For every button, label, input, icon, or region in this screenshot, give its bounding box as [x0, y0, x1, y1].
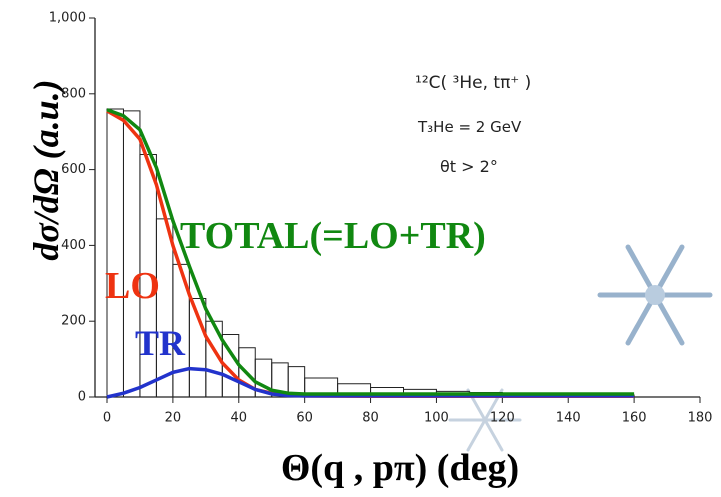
series-label: TR	[135, 323, 186, 363]
x-tick-label: 180	[688, 411, 713, 426]
x-tick-label: 160	[622, 411, 647, 426]
y-tick-label: 400	[61, 238, 86, 253]
x-tick-label: 60	[296, 411, 313, 426]
histogram-bar	[106, 108, 124, 397]
annotation: θt > 2°	[440, 157, 498, 176]
series-label: LO	[105, 265, 160, 307]
x-tick-label: 140	[556, 411, 581, 426]
histogram-bar	[155, 218, 174, 397]
x-tick-label: 40	[231, 411, 248, 426]
y-tick-label: 200	[61, 314, 86, 329]
y-tick-label: 0	[78, 390, 86, 405]
x-tick-label: 80	[362, 411, 379, 426]
snowflake	[448, 388, 522, 452]
line	[106, 366, 635, 399]
y-tick-label: 800	[61, 86, 86, 101]
x-tick-label: 120	[490, 411, 515, 426]
y-tick-label: 1,000	[49, 11, 86, 26]
x-axis-label: Θ(q , pπ) (deg)	[281, 447, 519, 489]
annotation: T₃He = 2 GeV	[417, 118, 522, 136]
y-axis-label: dσ/dΩ (a.u.)	[26, 79, 66, 260]
line	[106, 108, 635, 396]
y-tick-label: 600	[61, 162, 86, 177]
snowflake	[597, 244, 713, 346]
x-tick-label: 100	[424, 411, 449, 426]
x-tick-label: 0	[103, 411, 111, 426]
annotation: ¹²C( ³He, tπ⁺ )	[415, 73, 531, 93]
x-tick-label: 20	[165, 411, 182, 426]
series-label: TOTAL(=LO+TR)	[180, 215, 486, 257]
